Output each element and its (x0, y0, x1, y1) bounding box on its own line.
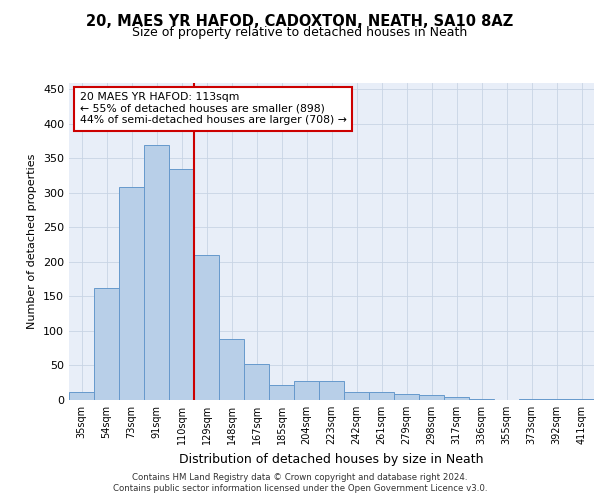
Bar (369, 392, 394, 400)
Bar (569, 398, 594, 400)
Bar (469, 398, 494, 400)
Text: 20 MAES YR HAFOD: 113sqm
← 55% of detached houses are smaller (898)
44% of semi-: 20 MAES YR HAFOD: 113sqm ← 55% of detach… (79, 92, 346, 125)
Bar (344, 392, 369, 400)
Text: Size of property relative to detached houses in Neath: Size of property relative to detached ho… (133, 26, 467, 39)
X-axis label: Distribution of detached houses by size in Neath: Distribution of detached houses by size … (179, 452, 484, 466)
Bar (194, 255, 219, 400)
Y-axis label: Number of detached properties: Number of detached properties (28, 154, 37, 329)
Bar (144, 144, 169, 400)
Bar (544, 398, 569, 400)
Bar (319, 382, 344, 400)
Bar (444, 396, 469, 400)
Text: Contains public sector information licensed under the Open Government Licence v3: Contains public sector information licen… (113, 484, 487, 493)
Bar (294, 382, 319, 400)
Bar (519, 398, 544, 400)
Bar (244, 364, 269, 400)
Text: 20, MAES YR HAFOD, CADOXTON, NEATH, SA10 8AZ: 20, MAES YR HAFOD, CADOXTON, NEATH, SA10… (86, 14, 514, 29)
Bar (269, 385, 294, 400)
Bar (419, 395, 444, 400)
Text: Contains HM Land Registry data © Crown copyright and database right 2024.: Contains HM Land Registry data © Crown c… (132, 472, 468, 482)
Bar (169, 169, 194, 400)
Bar (219, 340, 244, 400)
Bar (119, 188, 144, 400)
Bar (394, 394, 419, 400)
Bar (94, 288, 119, 400)
Bar (69, 392, 94, 400)
